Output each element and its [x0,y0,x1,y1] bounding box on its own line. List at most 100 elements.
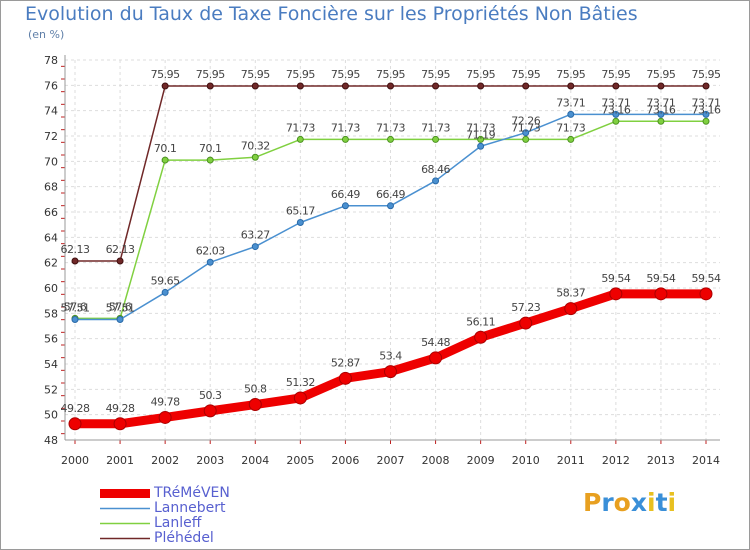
legend-label-tremeven: TRéMéVEN [154,485,230,501]
y-tick-label: 70 [44,155,58,168]
data-point [702,82,710,90]
logo-letter: x [630,488,647,517]
data-label: 71.73 [511,121,540,134]
data-point [248,398,262,412]
data-point [612,117,620,125]
data-label: 65.17 [286,205,315,218]
x-tick-label: 2010 [512,454,540,467]
data-label: 75.95 [646,68,675,81]
data-label: 75.95 [241,68,270,81]
legend-item-lanleff: Lanleff [100,516,230,531]
legend-item-tremeven: TRéMéVEN [100,486,230,501]
data-label: 75.95 [466,68,495,81]
data-point [432,177,440,185]
y-tick-label: 68 [44,181,58,194]
data-label: 57.6 [109,300,132,313]
data-label: 75.95 [331,68,360,81]
data-point [474,330,488,344]
x-tick-label: 2009 [467,454,495,467]
x-tick-label: 2005 [286,454,314,467]
data-point [384,365,397,379]
data-point [702,110,710,118]
x-tick-label: 2011 [557,454,585,467]
data-point [567,110,575,118]
data-point [699,287,713,301]
data-label: 52.87 [331,356,360,369]
y-tick-label: 78 [44,54,58,67]
data-point [387,202,394,210]
data-label: 71.73 [421,121,450,134]
data-point [657,110,665,118]
data-label: 70.32 [241,139,270,152]
data-label: 75.95 [421,68,450,81]
data-point [113,417,127,431]
x-tick-label: 2012 [602,454,630,467]
y-tick-label: 54 [44,358,58,371]
legend-swatch-lanleff [100,522,150,525]
x-tick-label: 2000 [61,454,89,467]
data-point [657,117,665,125]
x-tick-label: 2003 [196,454,224,467]
data-point [567,82,575,90]
legend-item-plehedel: Pléhédel [100,531,230,546]
data-label: 68.46 [421,163,450,176]
data-point [522,82,530,90]
data-point [341,202,349,210]
data-label: 58.37 [556,287,585,300]
data-label: 57.6 [64,300,87,313]
data-point [387,82,394,90]
legend-label-plehedel: Pléhédel [154,530,214,546]
data-point [432,135,440,143]
data-point [609,287,623,301]
data-label: 59.54 [646,272,675,285]
data-point [116,316,124,324]
legend-swatch-lannebert [100,507,150,510]
data-label: 49.78 [151,395,180,408]
data-label: 59.65 [151,274,180,287]
x-tick-label: 2001 [106,454,134,467]
data-label: 75.95 [556,68,585,81]
data-point [293,391,307,405]
data-label: 75.95 [196,68,225,81]
data-label: 54.48 [421,336,450,349]
data-label: 62.03 [196,244,225,257]
data-label: 71.19 [466,128,495,141]
y-tick-label: 62 [44,257,58,270]
y-tick-label: 72 [44,130,58,143]
data-point [251,153,259,161]
chart-title: Evolution du Taux de Taxe Foncière sur l… [25,3,638,25]
y-tick-label: 48 [44,434,58,447]
data-point [206,156,214,164]
data-point [702,117,710,125]
data-point [341,135,349,143]
logo-letter: o [613,488,631,517]
data-point [477,82,485,90]
logo-letter: i [647,488,656,517]
y-tick-label: 52 [44,383,58,396]
logo-letter: t [655,488,668,517]
data-label: 70.1 [154,142,177,155]
data-label: 50.8 [244,383,267,396]
data-label: 59.54 [692,272,721,285]
data-point [68,417,82,431]
data-point [206,82,214,90]
x-tick-label: 2014 [692,454,720,467]
y-tick-label: 58 [44,307,58,320]
data-label: 73.16 [646,103,675,116]
data-point [612,82,620,90]
y-tick-label: 74 [44,105,58,118]
data-label: 57.23 [511,301,540,314]
data-label: 62.13 [61,243,90,256]
data-label: 73.71 [692,96,721,109]
data-label: 57.51 [106,302,135,315]
data-point [338,371,352,385]
data-point [71,316,79,324]
data-point [519,316,533,330]
data-label: 73.71 [556,96,585,109]
x-tick-label: 2006 [331,454,359,467]
data-point [522,135,530,143]
legend-label-lanleff: Lanleff [154,515,202,531]
data-label: 75.95 [511,68,540,81]
legend-swatch-plehedel [100,537,150,540]
data-point [161,156,169,164]
